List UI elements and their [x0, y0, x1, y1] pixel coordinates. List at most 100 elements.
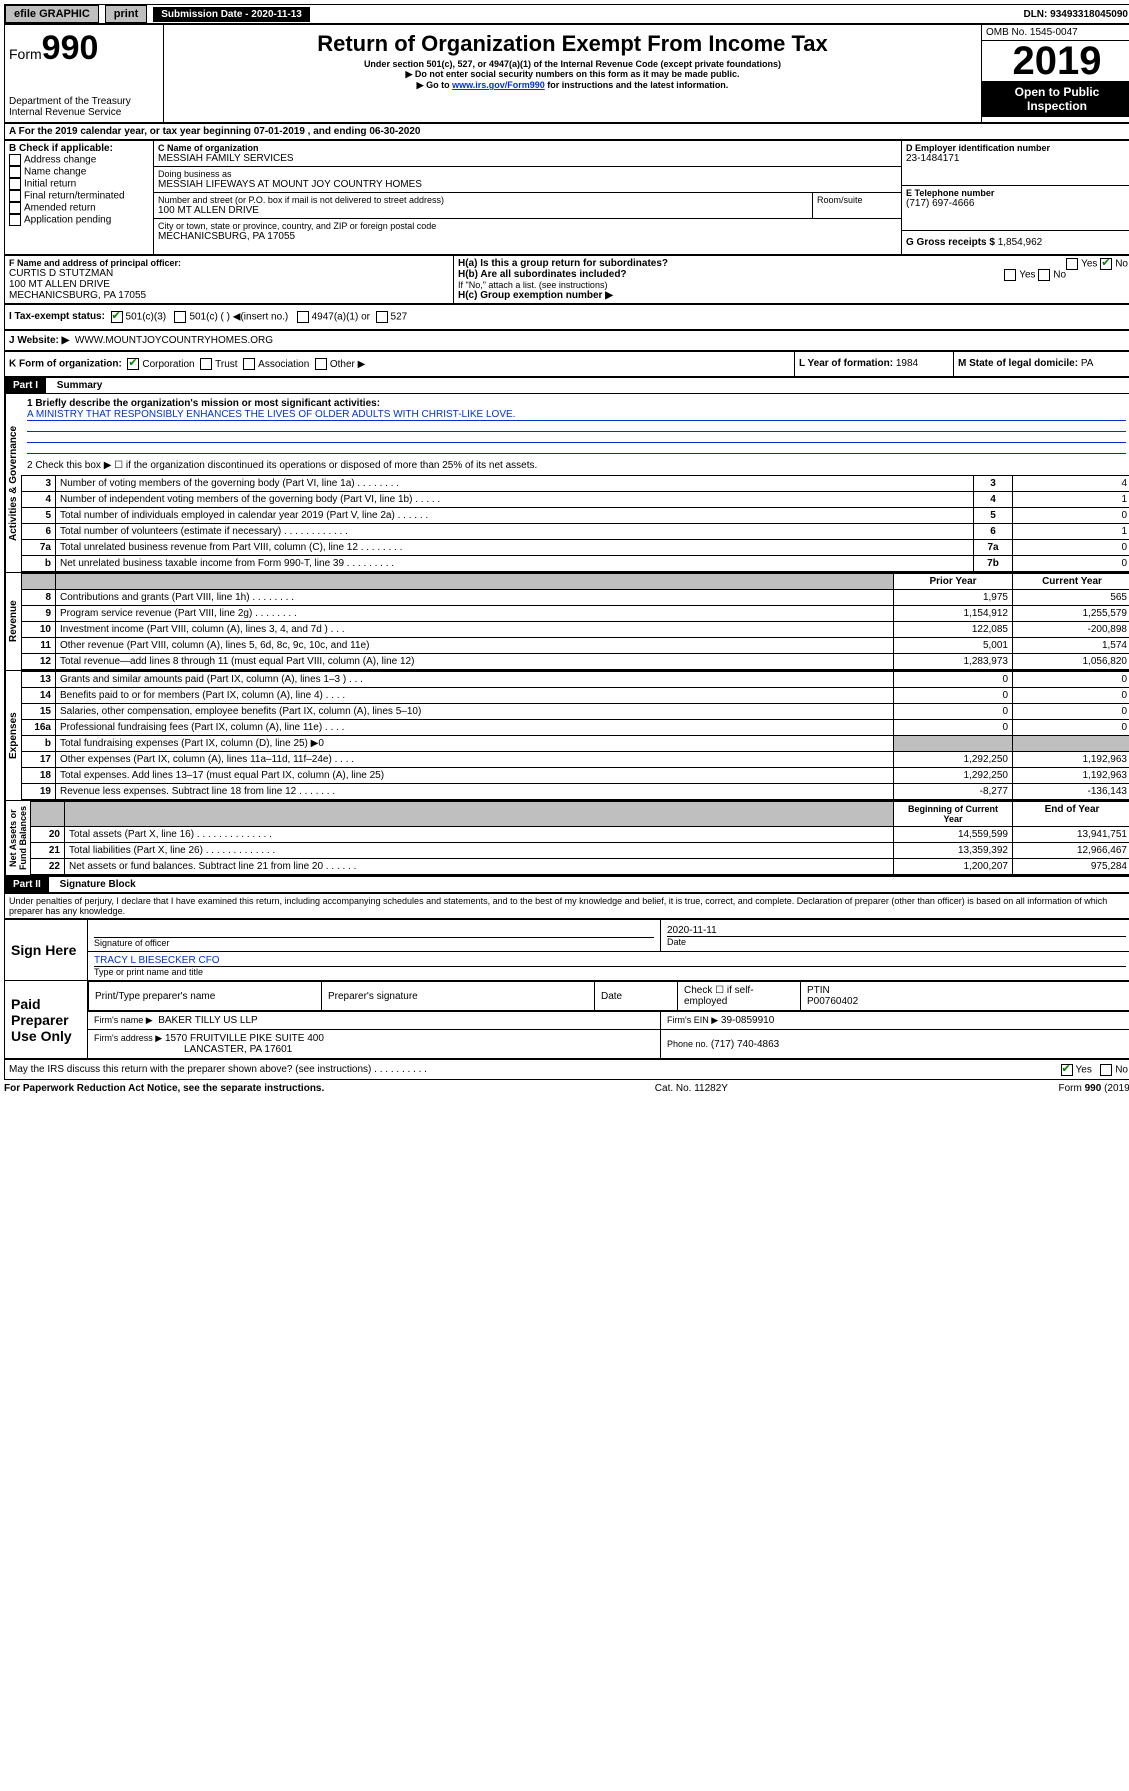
ptin-label: PTIN: [807, 985, 1125, 996]
table-row: 15Salaries, other compensation, employee…: [22, 704, 1129, 720]
officer-printed-name: TRACY L BIESECKER CFO: [94, 955, 1126, 966]
table-row: 4Number of independent voting members of…: [22, 492, 1129, 508]
instructions-link[interactable]: www.irs.gov/Form990: [452, 80, 545, 90]
telephone: (717) 697-4666: [906, 198, 1128, 209]
firm-phone: (717) 740-4863: [711, 1039, 779, 1050]
submission-date: Submission Date - 2020-11-13: [153, 7, 310, 22]
table-row: 5Total number of individuals employed in…: [22, 508, 1129, 524]
dept-treasury: Department of the Treasury: [9, 96, 159, 107]
table-row: 7aTotal unrelated business revenue from …: [22, 540, 1129, 556]
table-row: 21Total liabilities (Part X, line 26) . …: [31, 843, 1129, 859]
table-row: bNet unrelated business taxable income f…: [22, 556, 1129, 572]
chk-application-pending[interactable]: Application pending: [9, 214, 149, 226]
chk-other[interactable]: Other ▶: [315, 359, 365, 370]
dba-name: MESSIAH LIFEWAYS AT MOUNT JOY COUNTRY HO…: [158, 179, 897, 190]
website: WWW.MOUNTJOYCOUNTRYHOMES.ORG: [75, 335, 273, 346]
chk-name-change[interactable]: Name change: [9, 166, 149, 178]
chk-amended-return[interactable]: Amended return: [9, 202, 149, 214]
tax-exempt-status: I Tax-exempt status: 501(c)(3) 501(c) ( …: [4, 304, 1129, 330]
subtitle-1: Under section 501(c), 527, or 4947(a)(1)…: [172, 59, 973, 69]
website-row: J Website: ▶ WWW.MOUNTJOYCOUNTRYHOMES.OR…: [4, 330, 1129, 351]
officer-group-info: F Name and address of principal officer:…: [4, 255, 1129, 304]
dba-label: Doing business as: [158, 169, 897, 179]
chk-final-return[interactable]: Final return/terminated: [9, 190, 149, 202]
paid-preparer-label: Paid Preparer Use Only: [5, 981, 88, 1059]
line1-label: 1 Briefly describe the organization's mi…: [27, 398, 1126, 409]
table-row: 13Grants and similar amounts paid (Part …: [22, 672, 1129, 688]
chk-4947[interactable]: 4947(a)(1) or: [297, 311, 370, 323]
sig-officer-label: Signature of officer: [94, 938, 654, 948]
netassets-label: Net Assets orFund Balances: [5, 801, 30, 875]
tax-period: A For the 2019 calendar year, or tax yea…: [4, 123, 1129, 140]
table-row: 9Program service revenue (Part VIII, lin…: [22, 606, 1129, 622]
subtitle-2: ▶ Do not enter social security numbers o…: [172, 69, 973, 80]
form-label: Form990: [9, 29, 159, 68]
chk-trust[interactable]: Trust: [200, 359, 237, 370]
chk-501c3[interactable]: 501(c)(3): [111, 311, 167, 323]
line2: 2 Check this box ▶ ☐ if the organization…: [27, 460, 1126, 471]
governance-table: 3Number of voting members of the governi…: [21, 475, 1129, 572]
officer-name: CURTIS D STUTZMAN: [9, 268, 449, 279]
revenue-table: Prior YearCurrent Year8Contributions and…: [21, 573, 1129, 670]
table-row: 8Contributions and grants (Part VIII, li…: [22, 590, 1129, 606]
discuss-row: May the IRS discuss this return with the…: [4, 1059, 1129, 1080]
firm-addr2: LANCASTER, PA 17601: [94, 1044, 292, 1055]
prep-sig-label: Preparer's signature: [322, 982, 595, 1011]
sign-here-label: Sign Here: [5, 920, 88, 981]
box-c-label: C Name of organization: [158, 143, 897, 153]
form-header: Form990 Department of the Treasury Inter…: [4, 24, 1129, 123]
table-row: 22Net assets or fund balances. Subtract …: [31, 859, 1129, 875]
governance-label: Activities & Governance: [5, 394, 21, 572]
h-b: H(b) Are all subordinates included? Yes …: [458, 269, 1128, 280]
sig-date: 2020-11-11: [667, 925, 1126, 936]
room-label: Room/suite: [817, 195, 897, 205]
chk-address-change[interactable]: Address change: [9, 154, 149, 166]
chk-initial-return[interactable]: Initial return: [9, 178, 149, 190]
prep-name-label: Print/Type preparer's name: [89, 982, 322, 1011]
dln: DLN: 93493318045090: [1023, 9, 1129, 20]
tax-year: 2019: [982, 41, 1129, 81]
chk-527[interactable]: 527: [376, 311, 408, 323]
perjury-declaration: Under penalties of perjury, I declare th…: [4, 893, 1129, 919]
governance-section: Activities & Governance 1 Briefly descri…: [4, 394, 1129, 573]
part-1-header: Part I Summary: [4, 377, 1129, 394]
table-row: 14Benefits paid to or for members (Part …: [22, 688, 1129, 704]
self-employed[interactable]: Check ☐ if self-employed: [678, 982, 801, 1011]
print-button[interactable]: print: [105, 5, 147, 23]
box-d-label: D Employer identification number: [906, 143, 1128, 153]
part-2-header: Part II Signature Block: [4, 876, 1129, 893]
table-row: 18Total expenses. Add lines 13–17 (must …: [22, 768, 1129, 784]
subtitle-3: ▶ Go to www.irs.gov/Form990 for instruct…: [172, 80, 973, 91]
street-label: Number and street (or P.O. box if mail i…: [158, 195, 808, 205]
state-domicile: PA: [1081, 358, 1094, 369]
chk-corp[interactable]: Corporation: [127, 359, 194, 370]
prep-date-label: Date: [595, 982, 678, 1011]
h-b-note: If "No," attach a list. (see instruction…: [458, 280, 1128, 290]
irs-label: Internal Revenue Service: [9, 107, 159, 118]
firm-name: BAKER TILLY US LLP: [158, 1015, 258, 1026]
table-row: 3Number of voting members of the governi…: [22, 476, 1129, 492]
table-row: 17Other expenses (Part IX, column (A), l…: [22, 752, 1129, 768]
form-of-org-row: K Form of organization: Corporation Trus…: [4, 351, 1129, 377]
netassets-table: Beginning of Current YearEnd of Year20To…: [30, 801, 1129, 875]
discuss-no[interactable]: [1100, 1064, 1112, 1076]
box-e-label: E Telephone number: [906, 188, 1128, 198]
efile-button[interactable]: efile GRAPHIC: [5, 5, 99, 23]
box-g-label: G Gross receipts $: [906, 237, 995, 248]
expenses-table: 13Grants and similar amounts paid (Part …: [21, 671, 1129, 800]
discuss-yes[interactable]: [1061, 1064, 1073, 1076]
h-c: H(c) Group exemption number ▶: [458, 290, 1128, 301]
street: 100 MT ALLEN DRIVE: [158, 205, 808, 216]
entity-info: B Check if applicable: Address change Na…: [4, 140, 1129, 255]
firm-addr1: 1570 FRUITVILLE PIKE SUITE 400: [165, 1033, 324, 1044]
officer-addr1: 100 MT ALLEN DRIVE: [9, 279, 449, 290]
table-row: 10Investment income (Part VIII, column (…: [22, 622, 1129, 638]
chk-501c[interactable]: 501(c) ( ) ◀(insert no.): [174, 311, 288, 323]
firm-ein: 39-0859910: [721, 1015, 774, 1026]
table-row: 12Total revenue—add lines 8 through 11 (…: [22, 654, 1129, 670]
page-footer: For Paperwork Reduction Act Notice, see …: [4, 1080, 1129, 1094]
revenue-section: Revenue Prior YearCurrent Year8Contribut…: [4, 573, 1129, 671]
signature-block: Sign Here Signature of officer 2020-11-1…: [4, 919, 1129, 1059]
revenue-label: Revenue: [5, 573, 21, 670]
chk-assoc[interactable]: Association: [243, 359, 309, 370]
